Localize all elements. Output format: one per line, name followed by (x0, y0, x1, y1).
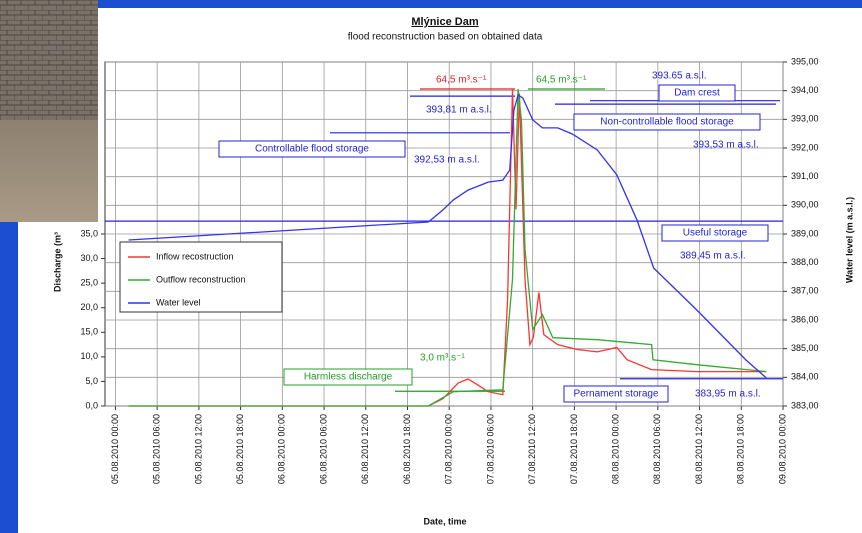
x-tick-label: 08.08.2010 00:00 (610, 414, 620, 484)
annotation: 392,53 m a.s.l. (414, 155, 480, 166)
y-axis-label: Discharge (m³ (52, 232, 62, 292)
x-tick-label: 07.08.2010 06:00 (485, 414, 495, 484)
x-axis-label: Date, time (423, 516, 466, 526)
chart: Mlýnice Dam flood reconstruction based o… (0, 0, 862, 533)
y2-tick-label: 392,00 (791, 142, 819, 152)
legend-label: Water level (156, 297, 201, 307)
annotation: 389,45 m a.s.l. (680, 251, 746, 262)
annotation: 393,81 m a.s.l. (426, 105, 492, 116)
chart-subtitle: flood reconstruction based on obtained d… (348, 32, 543, 43)
annotation: 64,5 m³.s⁻¹ (436, 75, 487, 86)
annotation: 64,5 m³.s⁻¹ (536, 75, 587, 86)
y-tick-label: 10,0 (80, 351, 98, 361)
y2-tick-label: 395,00 (791, 56, 819, 66)
x-tick-label: 09.08.2010 00:00 (777, 414, 787, 484)
x-tick-label: 05.08.2010 06:00 (152, 414, 162, 484)
x-tick-label: 06.08.2010 18:00 (402, 414, 412, 484)
y-tick-label: 30,0 (80, 253, 98, 263)
y2-tick-label: 389,00 (791, 228, 819, 238)
y2-tick-label: 383,00 (791, 400, 819, 410)
x-tick-label: 05.08.2010 00:00 (110, 414, 120, 484)
x-tick-label: 05.08.2010 18:00 (235, 414, 245, 484)
y2-axis-label: Water level (m a.s.l.) (844, 197, 854, 283)
legend: Inflow recostruction Outflow reconstructi… (120, 242, 282, 312)
x-tick-label: 07.08.2010 00:00 (444, 414, 454, 484)
annotation: Useful storage (683, 228, 748, 239)
photo (0, 0, 98, 222)
y2-tick-label: 391,00 (791, 171, 819, 181)
y-tick-label: 20,0 (80, 302, 98, 312)
annotation: 393,53 m a.s.l. (693, 140, 759, 151)
x-tick-label: 05.08.2010 12:00 (193, 414, 203, 484)
y-tick-label: 0,0 (85, 400, 98, 410)
annotation: Dam crest (674, 88, 720, 99)
x-tick-label: 06.08.2010 00:00 (277, 414, 287, 484)
y-tick-label: 35,0 (80, 228, 98, 238)
y2-tick-label: 385,00 (791, 343, 819, 353)
annotation: 383,95 m a.s.l. (695, 389, 761, 400)
y2-tick-label: 390,00 (791, 200, 819, 210)
x-tick-label: 06.08.2010 12:00 (360, 414, 370, 484)
annotation: Controllable flood storage (255, 144, 369, 155)
annotation: Pernament storage (573, 389, 658, 400)
y2-tick-label: 388,00 (791, 257, 819, 267)
y-tick-label: 5,0 (85, 376, 98, 386)
annotation: 3,0 m³.s⁻¹ (420, 353, 465, 364)
y-tick-label: 25,0 (80, 278, 98, 288)
x-tick-label: 07.08.2010 18:00 (569, 414, 579, 484)
y2-tick-label: 384,00 (791, 372, 819, 382)
y2-tick-label: 393,00 (791, 114, 819, 124)
legend-label: Outflow reconstruction (156, 274, 246, 284)
annotation: 393.65 a.s.l. (652, 71, 706, 82)
y-tick-label: 15,0 (80, 327, 98, 337)
y2-tick-label: 386,00 (791, 314, 819, 324)
x-tick-label: 06.08.2010 06:00 (318, 414, 328, 484)
annotation: Non-controllable flood storage (600, 117, 734, 128)
y2-tick-label: 394,00 (791, 85, 819, 95)
x-tick-label: 08.08.2010 12:00 (694, 414, 704, 484)
x-tick-label: 08.08.2010 06:00 (652, 414, 662, 484)
y2-tick-label: 387,00 (791, 286, 819, 296)
chart-title: Mlýnice Dam (411, 16, 478, 28)
legend-label: Inflow recostruction (156, 251, 234, 261)
x-tick-label: 08.08.2010 18:00 (736, 414, 746, 484)
annotation: Harmless discharge (304, 372, 393, 383)
x-tick-label: 07.08.2010 12:00 (527, 414, 537, 484)
